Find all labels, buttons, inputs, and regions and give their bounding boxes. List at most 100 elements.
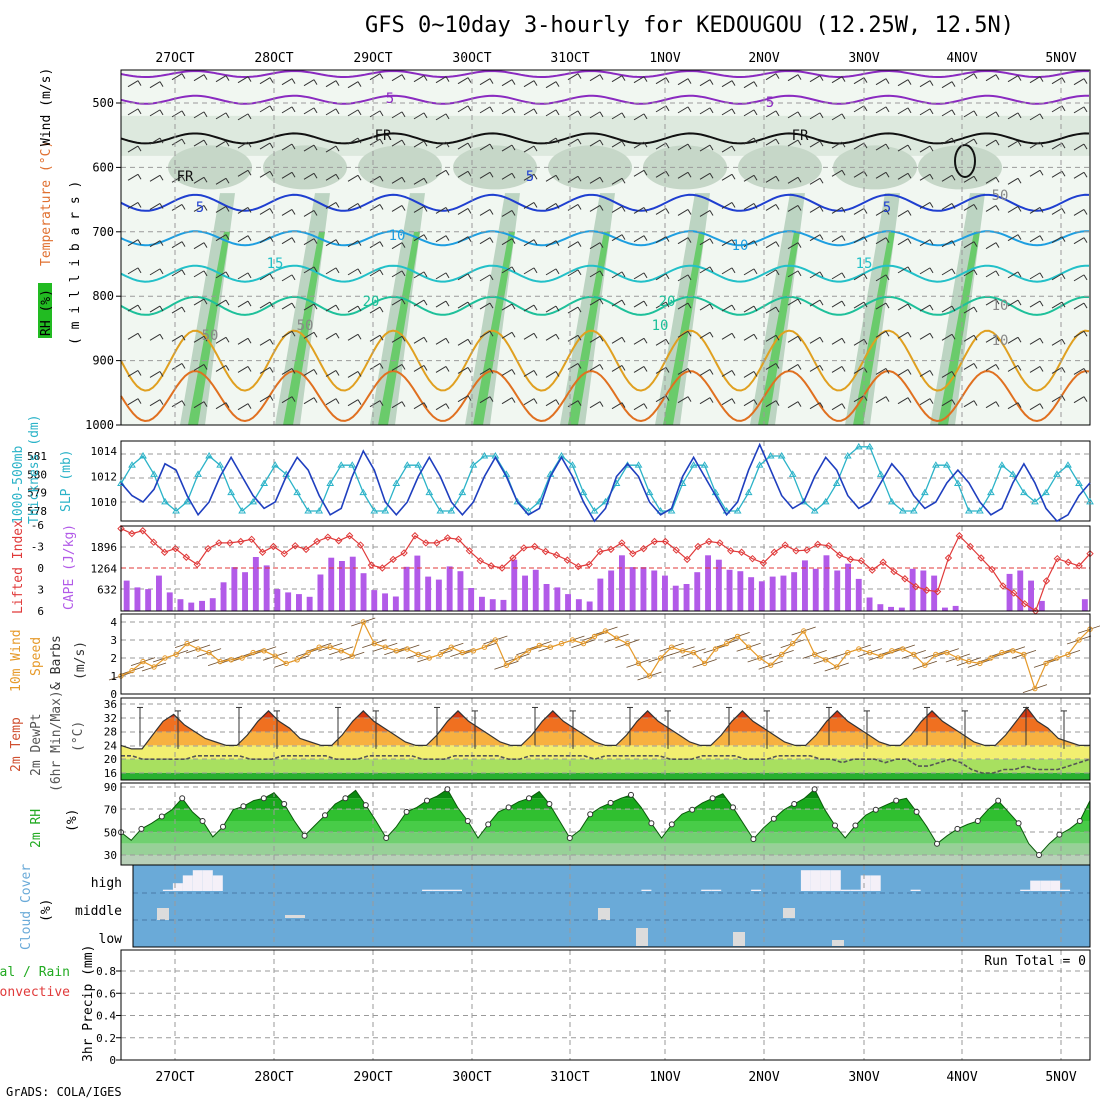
wind-barb-flag (335, 370, 340, 376)
thickness-point (381, 507, 390, 514)
wind-speed-point (129, 667, 135, 674)
wind-barb (721, 145, 733, 153)
wind-speed-point (503, 662, 510, 668)
wind-barb-flag (291, 368, 296, 374)
wind-barb (1029, 403, 1041, 411)
cloud-level-middle: middle (75, 904, 122, 919)
wind-barb-flag (555, 109, 560, 116)
wind-barb (721, 80, 733, 88)
wind-barb-flag (1083, 209, 1088, 215)
wind-speed-point (933, 651, 939, 658)
precip-label-3: 3hr Precip (mm) (81, 945, 96, 1062)
lifted-index-point (857, 557, 866, 565)
wind-barb (633, 113, 645, 121)
wind-barb (391, 298, 403, 306)
rh-point (383, 835, 390, 841)
wind-barb (237, 141, 249, 149)
wind-barb (171, 334, 183, 342)
wind-barb-flag (621, 271, 626, 278)
wind-barb-flag (643, 170, 648, 176)
wind-barb-flag (181, 335, 186, 341)
wind-barb (875, 106, 887, 114)
wind-barb-flag (951, 371, 956, 377)
temp-ytick: 16 (104, 767, 117, 780)
wind-barb (413, 112, 425, 120)
wind-barb (391, 364, 403, 371)
thickness-point (161, 497, 169, 505)
wind-barb-flag (423, 299, 428, 306)
wind-barb (721, 108, 733, 116)
wind-barb-flag (841, 366, 846, 372)
thickness-point (755, 461, 764, 468)
cape-bar (306, 596, 313, 611)
cloud-high-patch (1050, 880, 1061, 891)
wind-barb (369, 306, 381, 314)
wind-barb (1073, 209, 1085, 216)
lifted-index-point (215, 539, 223, 547)
temp-band (121, 731, 1090, 746)
wind-barb (127, 173, 139, 181)
lifted-index-point (1075, 562, 1083, 570)
wind-barb-flag (379, 335, 384, 341)
wind-barb (589, 111, 601, 119)
thickness-point (854, 442, 863, 450)
wind-barb (699, 79, 711, 87)
lifted-index-point (345, 532, 354, 540)
wind-barb (765, 334, 777, 342)
cape-bar (242, 572, 248, 611)
cape-bar (802, 560, 808, 611)
lifted-index-point (117, 524, 125, 533)
wind-barb (435, 113, 447, 121)
thickness-point (128, 461, 136, 468)
wind-barb (677, 171, 689, 179)
precip-ytick: 0 (109, 1054, 116, 1067)
wind-barb (237, 337, 249, 345)
wind-barb-flag (269, 208, 274, 214)
wind-barb (545, 81, 557, 89)
wind-barb (831, 272, 843, 280)
wind-barb (523, 239, 535, 247)
wind-barb (303, 397, 315, 405)
wind-barb (1029, 141, 1041, 149)
wind-barb (633, 300, 645, 308)
wind-barb (1073, 237, 1085, 245)
wind-barb-flag (665, 77, 670, 83)
cloud-high-patch (870, 875, 881, 891)
wind-barb-flag (313, 107, 318, 114)
thickness-point (920, 488, 929, 496)
wind-barb-flag (137, 174, 142, 180)
cape-bar (360, 573, 367, 611)
wind-barb-flag (1061, 105, 1066, 112)
wind-barb (127, 370, 139, 377)
wind-speed-point (195, 646, 201, 652)
wind-speed-point (327, 644, 333, 650)
wind-barb-flag (1039, 141, 1044, 148)
wind-barb (391, 270, 403, 278)
wind-barb-flag (775, 138, 780, 145)
rh-ytick: 50 (104, 826, 117, 839)
wind-barb-flag (1061, 339, 1066, 345)
rh-point (179, 795, 186, 802)
cape-bar (468, 588, 475, 611)
wind-barb (237, 272, 249, 280)
wind-barb-flag (885, 331, 890, 337)
thickness-point (271, 461, 280, 468)
wind-barb-flag (159, 371, 164, 377)
wind-barb-flag (225, 178, 230, 184)
rh-ytick: 70 (104, 804, 117, 817)
wind-barb (237, 300, 249, 308)
wind-barb-flag (841, 403, 846, 409)
cape-bar (748, 577, 755, 611)
wind-barb-flag (313, 369, 318, 375)
li-label: Lifted Index (11, 520, 26, 614)
wind-barb (391, 335, 403, 343)
wind-barb-flag (621, 112, 626, 119)
wind-speed-point (591, 633, 598, 640)
cape-bar (705, 555, 711, 611)
wind-speed-point (966, 658, 972, 665)
wind-barb-flag (731, 80, 736, 86)
wind-barb-flag (269, 105, 274, 112)
thickness-point (337, 461, 346, 468)
wind-barb-flag (511, 210, 516, 216)
cloud-high-patch (432, 889, 443, 891)
